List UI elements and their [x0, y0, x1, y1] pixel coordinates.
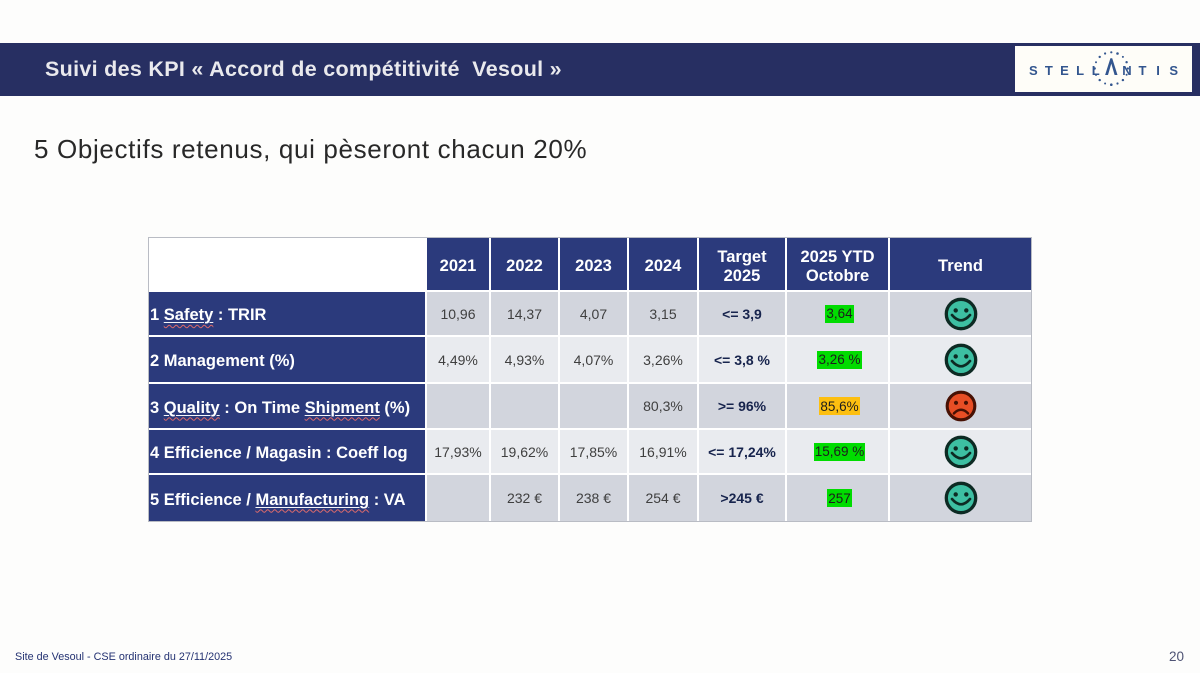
svg-text:T: T: [1139, 63, 1147, 78]
svg-text:S: S: [1169, 63, 1178, 78]
svg-text:N: N: [1122, 63, 1131, 78]
svg-text:T: T: [1045, 63, 1053, 78]
svg-text:I: I: [1156, 63, 1160, 78]
svg-text:L: L: [1092, 63, 1100, 78]
svg-text:L: L: [1076, 63, 1084, 78]
svg-text:S: S: [1029, 63, 1038, 78]
svg-text:E: E: [1060, 63, 1069, 78]
